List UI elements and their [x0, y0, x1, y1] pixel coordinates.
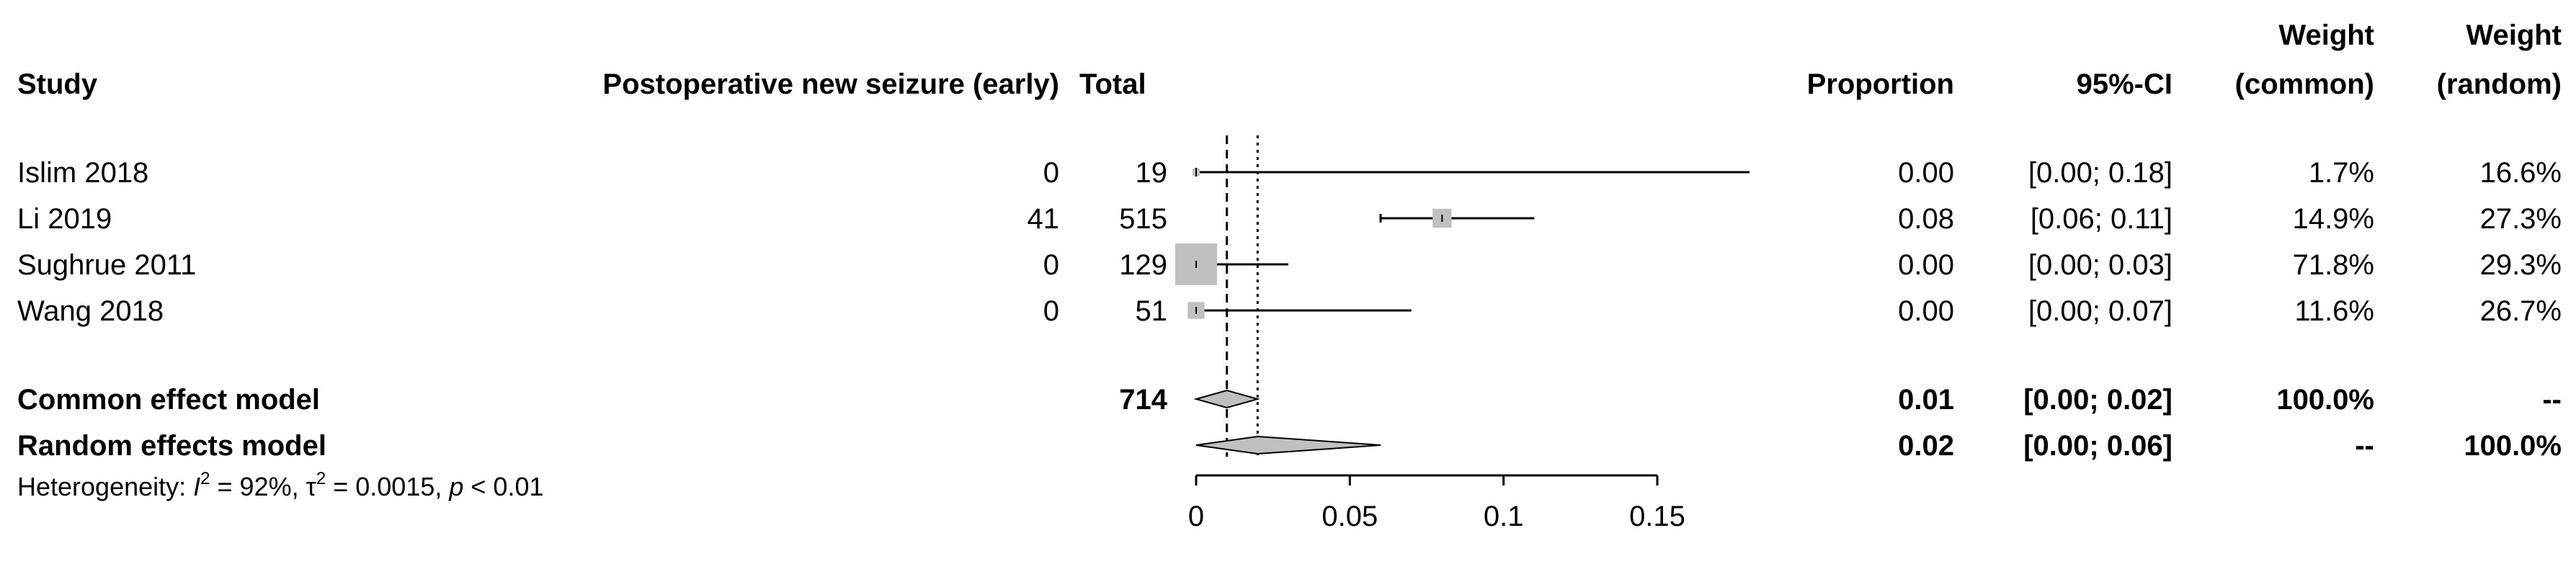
study-weight-random-sughrue-2011: 29.3%	[2480, 249, 2562, 281]
random-model-label: Random effects model	[17, 430, 326, 462]
common-model-proportion: 0.01	[1898, 384, 1954, 416]
study-ci-islim-2018: [0.00; 0.18]	[2028, 157, 2172, 189]
heterogeneity-tau2-symbol: τ	[306, 472, 316, 501]
study-weight-random-li-2019: 27.3%	[2480, 203, 2562, 235]
study-events-islim-2018: 0	[1043, 157, 1059, 189]
study-ci-wang-2018: [0.00; 0.07]	[2028, 295, 2172, 327]
study-events-wang-2018: 0	[1043, 295, 1059, 327]
common-model-ci: [0.00; 0.02]	[2023, 384, 2172, 416]
study-weight-random-islim-2018: 16.6%	[2480, 157, 2562, 189]
study-weight-common-islim-2018: 1.7%	[2309, 157, 2374, 189]
header-events: Postoperative new seizure (early)	[602, 68, 1059, 100]
random-model-weight-random: 100.0%	[2464, 430, 2562, 462]
x-axis-tick-label: 0.1	[1484, 501, 1524, 532]
heterogeneity-tau2-superscript: 2	[316, 469, 326, 488]
study-ci-li-2019: [0.06; 0.11]	[2031, 203, 2172, 235]
study-total-wang-2018: 51	[1136, 295, 1168, 327]
header-weight-random-line1: Weight	[2466, 19, 2562, 51]
common-model-weight-common: 100.0%	[2276, 384, 2374, 416]
random-effects-diamond	[1195, 435, 1381, 455]
study-weight-common-wang-2018: 11.6%	[2295, 295, 2374, 327]
header-ci: 95%-CI	[2077, 68, 2172, 100]
header-study: Study	[17, 68, 98, 100]
common-model-label: Common effect model	[17, 384, 320, 416]
heterogeneity-i2-symbol: I	[193, 472, 200, 501]
study-proportion-wang-2018: 0.00	[1898, 295, 1954, 327]
study-total-islim-2018: 19	[1136, 157, 1168, 189]
random-model-proportion: 0.02	[1898, 430, 1954, 462]
x-axis-tick-label: 0	[1188, 501, 1204, 532]
study-ci-sughrue-2011: [0.00; 0.03]	[2028, 249, 2172, 281]
study-total-li-2019: 515	[1119, 203, 1167, 235]
study-weight-common-li-2019: 14.9%	[2293, 203, 2374, 235]
study-name-li-2019: Li 2019	[17, 203, 112, 235]
heterogeneity-p-value: < 0.01	[463, 472, 543, 501]
header-weight-common-line2: (common)	[2235, 68, 2374, 100]
study-proportion-islim-2018: 0.00	[1898, 157, 1954, 189]
header-weight-random-line2: (random)	[2437, 68, 2562, 100]
study-proportion-sughrue-2011: 0.00	[1898, 249, 1954, 281]
heterogeneity-i2-value: = 92%,	[210, 472, 306, 501]
random-model-ci: [0.00; 0.06]	[2023, 430, 2172, 462]
study-total-sughrue-2011: 129	[1119, 249, 1167, 281]
header-weight-common-line1: Weight	[2278, 19, 2374, 51]
study-events-sughrue-2011: 0	[1043, 249, 1059, 281]
common-model-total: 714	[1119, 384, 1167, 416]
random-model-weight-common: --	[2355, 430, 2374, 462]
study-name-sughrue-2011: Sughrue 2011	[17, 249, 196, 281]
study-weight-random-wang-2018: 26.7%	[2480, 295, 2562, 327]
study-proportion-li-2019: 0.08	[1898, 203, 1954, 235]
heterogeneity-p-symbol: p	[448, 472, 463, 501]
study-name-islim-2018: Islim 2018	[17, 157, 148, 189]
heterogeneity-i2-superscript: 2	[200, 469, 210, 488]
study-weight-common-sughrue-2011: 71.8%	[2293, 249, 2374, 281]
heterogeneity-text: Heterogeneity: I2 = 92%, τ2 = 0.0015, p …	[17, 469, 543, 501]
header-proportion: Proportion	[1807, 68, 1954, 100]
header-total: Total	[1079, 68, 1146, 100]
heterogeneity-tau2-value: = 0.0015,	[326, 472, 449, 501]
plot-marks: 0 0.05 0.1 0.15	[1175, 135, 1750, 532]
study-events-li-2019: 41	[1028, 203, 1060, 235]
x-axis-tick-label: 0.05	[1322, 501, 1378, 532]
common-effect-diamond	[1193, 389, 1261, 409]
heterogeneity-prefix: Heterogeneity:	[17, 472, 193, 501]
x-axis-tick-label: 0.15	[1629, 501, 1685, 532]
common-model-weight-random: --	[2542, 384, 2562, 416]
study-name-wang-2018: Wang 2018	[17, 295, 164, 327]
